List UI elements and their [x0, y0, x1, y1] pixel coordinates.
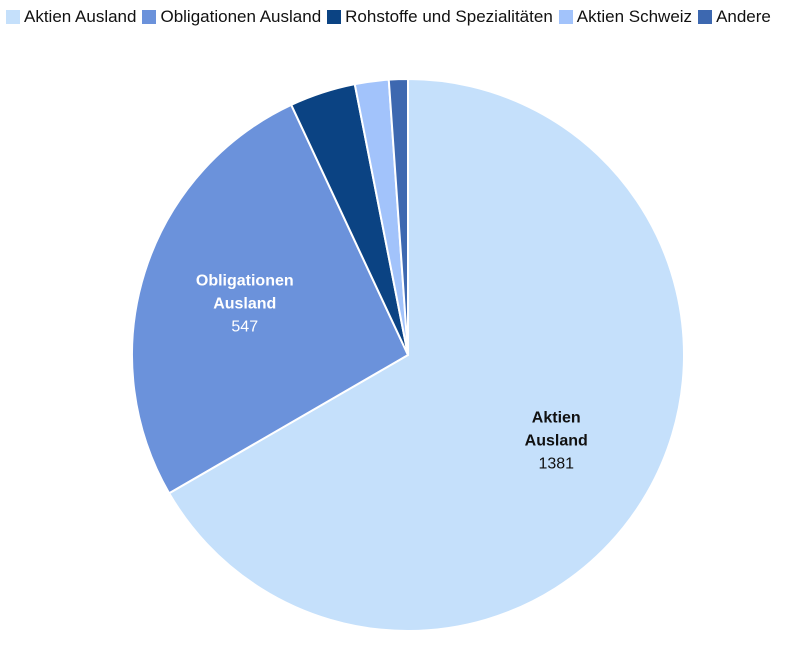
slice-label-name: Obligationen — [196, 273, 294, 290]
legend-label: Rohstoffe und Spezialitäten — [345, 7, 553, 26]
pie-slice[interactable] — [387, 77, 409, 356]
legend-label: Andere — [716, 7, 771, 26]
chart-legend: Aktien Ausland Obligationen Ausland Rohsto… — [6, 6, 790, 28]
legend-swatch — [6, 10, 20, 24]
slice-label-value: 547 — [231, 319, 258, 336]
pie-slices — [131, 77, 685, 632]
pie-slice-labels: Aktien Ausland 1381 Obligationen Ausland 547 — [196, 273, 588, 473]
legend-swatch — [698, 10, 713, 24]
slice-data-label: Aktien Ausland 1381 — [525, 409, 588, 472]
legend-swatch — [558, 10, 573, 24]
pie-slice[interactable] — [131, 103, 409, 495]
slice-label-value: 1381 — [538, 455, 574, 472]
legend-item[interactable]: Aktien Schweiz — [558, 6, 693, 28]
pie-slice[interactable] — [168, 78, 685, 632]
legend-label: Aktien Schweiz — [576, 7, 693, 26]
legend-item[interactable]: Andere — [698, 6, 771, 28]
legend-swatch — [142, 10, 157, 24]
slice-label-name: Ausland — [213, 296, 276, 313]
legend-swatch — [327, 10, 342, 24]
legend-label: Aktien Ausland — [24, 7, 137, 26]
legend-item[interactable]: Obligationen Ausland — [142, 6, 321, 28]
slice-label-name: Ausland — [525, 432, 588, 449]
slice-data-label: Obligationen Ausland 547 — [196, 273, 294, 336]
legend-label: Obligationen Ausland — [160, 7, 322, 26]
slice-label-name: Aktien — [532, 409, 581, 426]
legend-item[interactable]: Aktien Ausland — [6, 6, 136, 28]
legend-item[interactable]: Rohstoffe und Spezialitäten — [327, 6, 553, 28]
